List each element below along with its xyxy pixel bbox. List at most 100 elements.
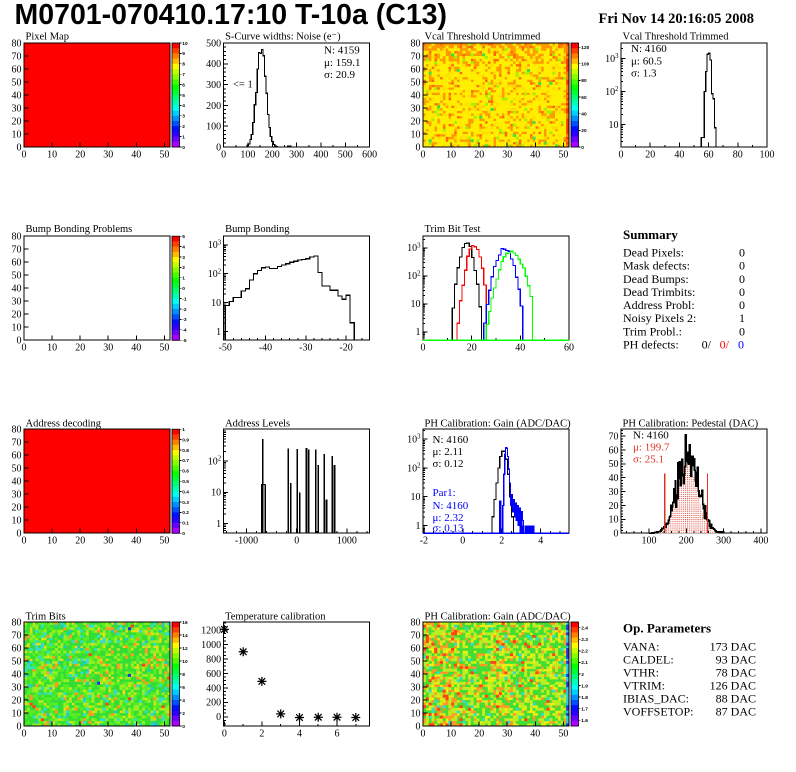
svg-text:40: 40 (12, 90, 22, 101)
svg-text:103: 103 (407, 434, 421, 446)
svg-text:60: 60 (609, 445, 619, 456)
svg-text:0: 0 (182, 724, 185, 730)
svg-text:40: 40 (581, 112, 587, 118)
svg-text:400: 400 (206, 59, 221, 70)
svg-text:0: 0 (17, 721, 22, 732)
svg-text:40: 40 (515, 343, 525, 354)
svg-text:102: 102 (407, 270, 421, 282)
svg-text:80: 80 (12, 617, 22, 628)
svg-text:4: 4 (297, 729, 302, 740)
svg-text:VOFFSETOP:: VOFFSETOP: (623, 705, 693, 719)
svg-text:80: 80 (12, 38, 22, 49)
svg-text:100: 100 (206, 122, 221, 133)
svg-text:0: 0 (17, 142, 22, 153)
svg-text:80: 80 (581, 78, 587, 84)
svg-text:200: 200 (679, 536, 694, 547)
svg-text:70: 70 (609, 432, 619, 443)
svg-text:50: 50 (12, 271, 22, 282)
svg-text:Op. Parameters: Op. Parameters (623, 621, 711, 636)
svg-text:0: 0 (22, 729, 27, 740)
svg-text:μ: 2.32: μ: 2.32 (433, 512, 464, 524)
svg-text:Dead Trimbits:: Dead Trimbits: (623, 285, 695, 299)
svg-text:50: 50 (159, 536, 169, 547)
svg-text:μ: 2.11: μ: 2.11 (433, 446, 464, 458)
svg-text:9: 9 (182, 51, 185, 57)
svg-text:0: 0 (421, 729, 426, 740)
svg-text:1200: 1200 (201, 626, 221, 637)
svg-text:20: 20 (75, 150, 85, 161)
svg-text:10: 10 (211, 488, 221, 499)
svg-text:400: 400 (206, 683, 221, 694)
svg-text:Trim Probl.:: Trim Probl.: (623, 324, 682, 338)
svg-text:50: 50 (159, 343, 169, 354)
svg-text:σ: 1.3: σ: 1.3 (631, 68, 657, 80)
svg-text:1.8: 1.8 (581, 695, 588, 701)
svg-text:0: 0 (221, 150, 226, 161)
svg-text:2.4: 2.4 (581, 626, 588, 632)
svg-text:60: 60 (12, 64, 22, 75)
svg-text:N: 4160: N: 4160 (633, 430, 669, 442)
svg-text:-50: -50 (219, 343, 232, 354)
svg-text:500: 500 (206, 38, 221, 49)
svg-text:40: 40 (12, 669, 22, 680)
svg-text:Dead Pixels:: Dead Pixels: (623, 246, 684, 260)
svg-text:40: 40 (12, 284, 22, 295)
svg-text:Pixel Map: Pixel Map (26, 32, 69, 43)
svg-text:1: 1 (182, 427, 185, 433)
svg-text:50: 50 (609, 459, 619, 470)
svg-text:0: 0 (17, 529, 22, 540)
svg-text:0: 0 (222, 729, 227, 740)
svg-text:20: 20 (474, 150, 484, 161)
svg-text:30: 30 (103, 150, 113, 161)
svg-text:173 DAC: 173 DAC (710, 640, 756, 654)
svg-text:1000: 1000 (201, 640, 221, 651)
svg-text:20: 20 (75, 536, 85, 547)
svg-text:0: 0 (416, 721, 421, 732)
svg-text:50: 50 (411, 77, 421, 88)
svg-text:0: 0 (581, 145, 584, 151)
svg-text:16: 16 (182, 620, 188, 626)
svg-text:2: 2 (499, 536, 504, 547)
svg-text:126 DAC: 126 DAC (710, 679, 756, 693)
svg-text:-2: -2 (182, 307, 187, 313)
svg-text:0: 0 (182, 145, 185, 151)
svg-text:0: 0 (17, 336, 22, 347)
svg-text:10: 10 (47, 150, 57, 161)
svg-text:-1000: -1000 (235, 536, 258, 547)
svg-text:30: 30 (103, 729, 113, 740)
svg-text:20: 20 (12, 503, 22, 514)
svg-text:1: 1 (416, 521, 421, 532)
svg-text:20: 20 (12, 310, 22, 321)
svg-text:93 DAC: 93 DAC (716, 653, 756, 667)
svg-text:PH Calibration: Gain (ADC/DAC): PH Calibration: Gain (ADC/DAC) (425, 612, 572, 623)
svg-text:50: 50 (159, 150, 169, 161)
svg-text:800: 800 (206, 654, 221, 665)
svg-text:0.1: 0.1 (182, 521, 189, 527)
svg-text:80: 80 (12, 232, 22, 243)
svg-text:50: 50 (12, 656, 22, 667)
svg-text:0: 0 (22, 536, 27, 547)
svg-text:VTRIM:: VTRIM: (623, 679, 665, 693)
svg-text:Address decoding: Address decoding (26, 419, 102, 430)
svg-text:20: 20 (411, 116, 421, 127)
svg-text:10: 10 (12, 129, 22, 140)
svg-text:VANA:: VANA: (623, 640, 659, 654)
svg-text:4: 4 (182, 103, 185, 109)
svg-text:20: 20 (12, 695, 22, 706)
svg-text:N: 4160: N: 4160 (631, 43, 667, 55)
svg-text:-1: -1 (182, 296, 187, 302)
svg-text:Par1:: Par1: (433, 487, 456, 499)
svg-text:0: 0 (216, 712, 221, 723)
svg-text:300: 300 (716, 536, 731, 547)
svg-text:4: 4 (182, 698, 185, 704)
svg-text:-30: -30 (299, 343, 312, 354)
svg-text:10: 10 (47, 536, 57, 547)
svg-text:Summary: Summary (623, 227, 678, 242)
svg-text:0: 0 (216, 142, 221, 153)
svg-text:10: 10 (446, 729, 456, 740)
svg-text:60: 60 (581, 95, 587, 101)
svg-text:20: 20 (467, 343, 477, 354)
svg-text:2: 2 (581, 672, 584, 678)
svg-text:-4: -4 (182, 328, 187, 334)
svg-text:30: 30 (502, 729, 512, 740)
